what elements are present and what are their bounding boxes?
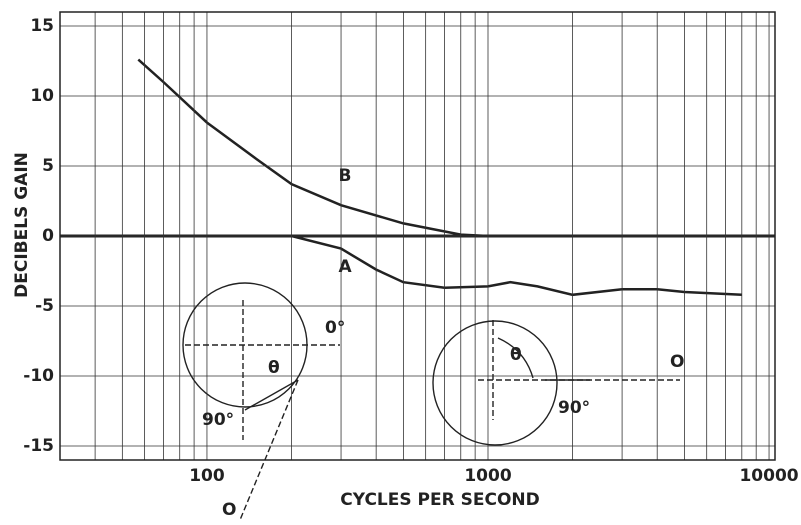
phase-diagrams: 0° θ 90° O θ 90° O [182,282,684,521]
diagram-arrow [244,379,299,411]
annotation: θ [510,345,522,365]
curve-label: A [338,257,352,277]
curve-label: B [339,166,352,186]
phase-circle [432,320,558,446]
annotation: 90° [558,398,590,418]
y-tick-label: -10 [23,366,54,386]
y-tick-label: -15 [23,436,54,456]
y-axis-label: DECIBELS GAIN [12,152,32,298]
annotation: O [222,500,236,520]
angle-arc [497,337,534,379]
annotation: O [670,352,684,372]
y-tick-label: 5 [42,156,54,176]
x-tick-label: 10000 [739,466,798,486]
annotation: 0° [325,318,345,338]
x-tick-label: 1000 [464,466,511,486]
y-tick-label: 0 [42,226,54,246]
y-tick-label: 15 [30,16,54,36]
x-axis-label: CYCLES PER SECOND [340,490,539,510]
annotation: θ [268,358,280,378]
x-tick-label: 100 [189,466,225,486]
plot-frame [59,11,776,461]
diagram-line [239,379,299,521]
curve [137,58,489,238]
curve [60,234,742,297]
annotation: 90° [202,410,234,430]
y-tick-label: 10 [30,86,54,106]
y-tick-label: -5 [35,296,54,316]
